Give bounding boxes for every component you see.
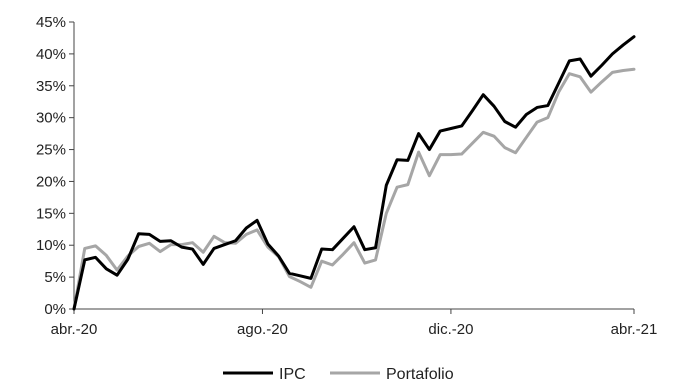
y-tick-label: 0%: [44, 301, 66, 318]
series-layer: [72, 35, 636, 311]
x-axis: abr.-20 ago.-20 dic.-20 abr.-21: [51, 308, 658, 338]
y-tick-label: 15%: [36, 205, 66, 222]
y-tick-label: 30%: [36, 110, 66, 127]
series-line-ipc: [72, 35, 636, 311]
y-tick-label: 25%: [36, 142, 66, 159]
y-tick-label: 35%: [36, 78, 66, 95]
y-axis: 0% 5% 10% 15% 20% 25% 30% 35% 40% 45%: [36, 14, 75, 318]
legend-label-portafolio: Portafolio: [386, 366, 454, 383]
x-tick-label: abr.-20: [51, 321, 98, 338]
y-tick-label: 5%: [44, 269, 66, 286]
y-tick-label: 20%: [36, 173, 66, 190]
y-tick-label: 45%: [36, 14, 66, 31]
x-tick-label: abr.-21: [611, 321, 658, 338]
legend-label-ipc: IPC: [279, 366, 306, 383]
y-tick-label: 10%: [36, 237, 66, 254]
series-line-portafolio: [72, 67, 636, 311]
legend: IPC Portafolio: [223, 366, 454, 383]
x-tick-label: ago.-20: [237, 321, 288, 338]
x-tick-label: dic.-20: [428, 321, 473, 338]
y-tick-label: 40%: [36, 46, 66, 63]
